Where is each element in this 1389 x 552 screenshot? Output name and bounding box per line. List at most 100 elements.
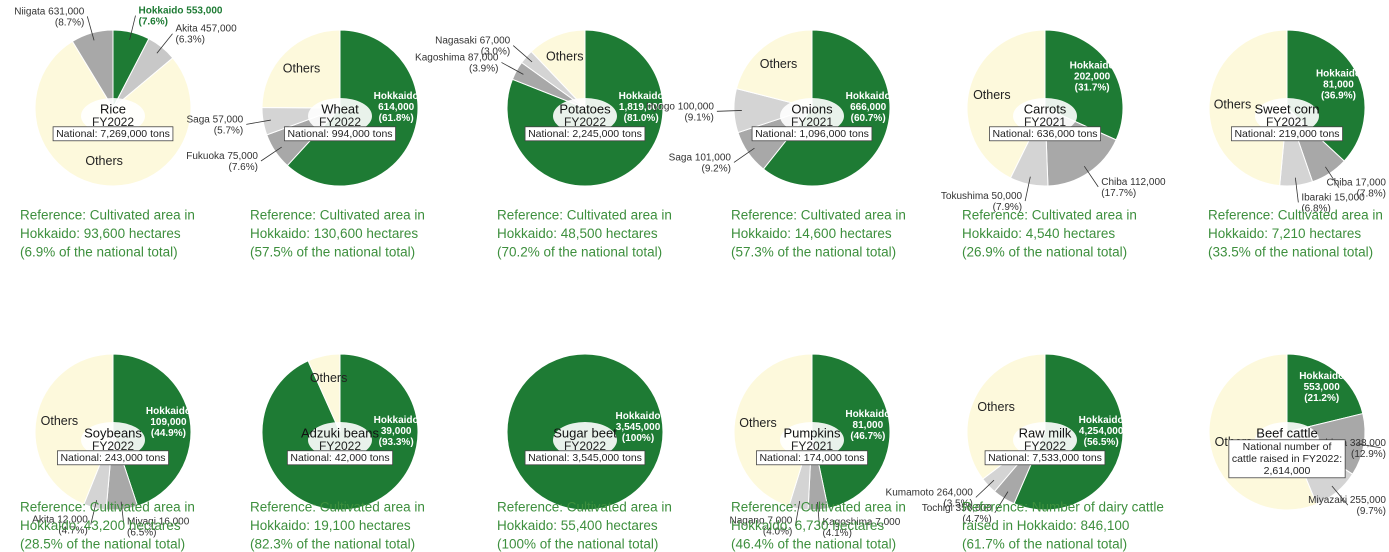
reference-text: (61.7% of the national total) <box>962 537 1127 552</box>
slice-amount: 255,000 <box>1350 495 1387 506</box>
slice-value-label: (44.9%) <box>151 428 186 439</box>
slice-amount: 553,000 <box>1304 381 1341 392</box>
slice-name: Saga <box>187 114 211 125</box>
slice-value-label: (3.9%) <box>469 63 498 74</box>
slice-label: Chiba 112,000(17.7%) <box>1101 177 1166 199</box>
slice-labels: Hokkaido3,545,000(100%) <box>616 411 661 444</box>
slice-amount: 202,000 <box>1074 71 1111 82</box>
reference-text: (28.5% of the national total) <box>20 537 185 552</box>
others-label: Others <box>546 50 584 64</box>
slice-name: Fukuoka <box>186 151 225 162</box>
slice-value-label: (60.7%) <box>851 113 886 124</box>
reference-text: (57.5% of the national total) <box>250 245 415 260</box>
slice-label: Fukuoka 75,000(7.6%) <box>186 151 258 173</box>
slice-label: Hokkaido3,545,000(100%) <box>616 411 661 444</box>
slice-amount: 614,000 <box>378 102 415 113</box>
others-label: Others <box>1214 98 1252 112</box>
national-note: 2,614,000 <box>1264 465 1311 477</box>
reference-text: Hokkaido: 7,210 hectares <box>1208 226 1361 241</box>
reference-text: Hokkaido: 48,500 hectares <box>497 226 658 241</box>
slice-name: Niigata <box>14 6 46 17</box>
others-label: Others <box>760 57 798 71</box>
slice-amount: 57,000 <box>213 114 244 125</box>
slice-name: Hokkaido <box>146 406 191 417</box>
reference-text: Hokkaido: 43,200 hectares <box>20 518 181 533</box>
slice-value-label: (9.2%) <box>702 163 731 174</box>
slice-value-label: (17.7%) <box>1101 188 1136 199</box>
slice-value-label: (56.5%) <box>1084 437 1119 448</box>
reference-text: (82.3% of the national total) <box>250 537 415 552</box>
slice-value-label: (9.7%) <box>1357 506 1386 517</box>
reference-text: Reference: Cultivated area in <box>250 500 425 515</box>
national-note: National: 2,245,000 tons <box>528 128 642 140</box>
reference-text: Reference: Cultivated area in <box>731 500 906 515</box>
others-label: Others <box>310 371 348 385</box>
reference-text: Hokkaido: 130,600 hectares <box>250 226 418 241</box>
slice-value-label: (8.7%) <box>55 17 84 28</box>
slice-value-label: (7.6%) <box>229 162 258 173</box>
slice-label: Hokkaido553,000(21.2%) <box>1299 370 1344 403</box>
slice-amount: 3,545,000 <box>616 422 661 433</box>
slice-label: Hokkaido202,000(31.7%) <box>1070 60 1115 93</box>
national-note: National: 636,000 tons <box>992 128 1097 140</box>
slice-name: Hokkaido <box>1316 68 1361 79</box>
slice-name: Hokkaido <box>1079 415 1124 426</box>
others-label: Others <box>977 400 1015 414</box>
slice-amount: 39,000 <box>381 426 412 437</box>
national-note: National: 1,096,000 tons <box>755 128 869 140</box>
reference-text: Reference: Cultivated area in <box>1208 208 1383 223</box>
reference-text: Hokkaido: 4,540 hectares <box>962 226 1115 241</box>
reference-text: Reference: Cultivated area in <box>497 208 672 223</box>
slice-amount: 109,000 <box>150 417 187 428</box>
slice-amount: 17,000 <box>1355 177 1386 188</box>
reference-text: Reference: Cultivated area in <box>962 208 1137 223</box>
slice-label: Niigata 631,000(8.7%) <box>14 6 85 28</box>
slice-value-label: (93.3%) <box>379 437 414 448</box>
reference-text: Reference: Cultivated area in <box>20 208 195 223</box>
slice-name: Hokkaido <box>846 91 891 102</box>
others-label: Others <box>739 416 777 430</box>
slice-amount: 81,000 <box>853 420 884 431</box>
slice-name: Hokkaido <box>616 411 661 422</box>
national-note: National: 994,000 tons <box>287 128 392 140</box>
slice-value-label: (12.9%) <box>1351 448 1386 459</box>
slice-value-label: (7.6%) <box>139 16 168 27</box>
slice-value-label: (6.3%) <box>175 34 204 45</box>
slice-value-label: (3.0%) <box>481 46 510 57</box>
reference-text: Reference: Cultivated area in <box>497 500 672 515</box>
slice-label: Hokkaido109,000(44.9%) <box>146 406 191 439</box>
others-label: Others <box>41 414 79 428</box>
reference-text: Reference: Cultivated area in <box>250 208 425 223</box>
slice-amount: 81,000 <box>1323 79 1354 90</box>
reference-text: Reference: Cultivated area in <box>20 500 195 515</box>
reference-text: (33.5% of the national total) <box>1208 245 1373 260</box>
slice-amount: 50,000 <box>992 191 1023 202</box>
slice-name: Hokkaido <box>845 409 890 420</box>
infographic: Hokkaido 553,000 (7.6%) Akita 457,000(6.3%… <box>0 0 1389 552</box>
national-note: National: 3,545,000 tons <box>528 452 642 464</box>
national-note: National: 42,000 tons <box>290 452 389 464</box>
slice-label: Miyazaki 255,000(9.7%) <box>1308 495 1386 517</box>
slice-amount: 101,000 <box>695 152 732 163</box>
reference-text: (100% of the national total) <box>497 537 658 552</box>
slice-name: Hokkaido <box>374 415 419 426</box>
slice-amount: 100,000 <box>678 101 715 112</box>
national-note: National: 7,269,000 tons <box>56 128 170 140</box>
slice-label: Saga 101,000(9.2%) <box>669 152 732 174</box>
slice-label: Akita 457,000(6.3%) <box>175 23 237 45</box>
slice-name: Hyogo <box>646 101 675 112</box>
reference-text: (26.9% of the national total) <box>962 245 1127 260</box>
slice-name: Miyazaki <box>1308 495 1347 506</box>
slice-value-label: (5.7%) <box>214 125 243 136</box>
national-note: National: 7,533,000 tons <box>988 452 1102 464</box>
reference-text: Hokkaido: 93,600 hectares <box>20 226 181 241</box>
slice-name: Akita <box>175 23 198 34</box>
reference-text: Hokkaido: 14,600 hectares <box>731 226 892 241</box>
slice-amount: 338,000 <box>1350 437 1387 448</box>
slice-name: Kagoshima <box>415 52 465 63</box>
reference-text: (6.9% of the national total) <box>20 245 178 260</box>
slice-amount: 666,000 <box>850 102 887 113</box>
slice-label: Hokkaido4,254,000(56.5%) <box>1079 415 1124 448</box>
slice-value-label: (61.8%) <box>379 113 414 124</box>
